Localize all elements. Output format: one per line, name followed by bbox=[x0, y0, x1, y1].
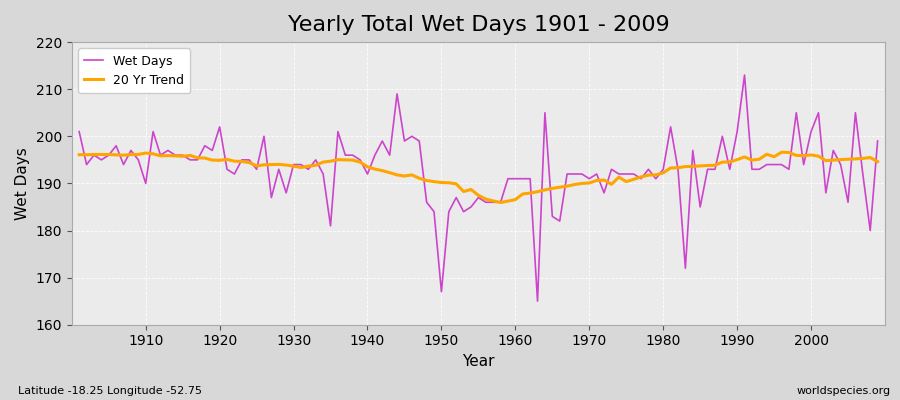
Wet Days bbox=[510, 176, 521, 181]
20 Yr Trend bbox=[340, 158, 351, 162]
20 Yr Trend bbox=[518, 192, 528, 196]
20 Yr Trend bbox=[606, 182, 616, 187]
20 Yr Trend bbox=[495, 200, 506, 205]
20 Yr Trend bbox=[872, 159, 883, 164]
20 Yr Trend bbox=[74, 152, 85, 157]
20 Yr Trend bbox=[510, 197, 521, 202]
Wet Days bbox=[872, 139, 883, 144]
Wet Days bbox=[739, 73, 750, 78]
Title: Yearly Total Wet Days 1901 - 2009: Yearly Total Wet Days 1901 - 2009 bbox=[287, 15, 670, 35]
20 Yr Trend bbox=[295, 165, 306, 170]
Wet Days bbox=[502, 176, 513, 181]
Text: Latitude -18.25 Longitude -52.75: Latitude -18.25 Longitude -52.75 bbox=[18, 386, 202, 396]
Wet Days bbox=[74, 129, 85, 134]
Wet Days bbox=[295, 162, 306, 167]
Wet Days bbox=[133, 158, 144, 162]
20 Yr Trend bbox=[133, 152, 144, 157]
Legend: Wet Days, 20 Yr Trend: Wet Days, 20 Yr Trend bbox=[78, 48, 190, 93]
Line: 20 Yr Trend: 20 Yr Trend bbox=[79, 152, 878, 202]
20 Yr Trend bbox=[776, 150, 787, 155]
Wet Days bbox=[606, 167, 616, 172]
X-axis label: Year: Year bbox=[462, 354, 495, 369]
Y-axis label: Wet Days: Wet Days bbox=[15, 147, 30, 220]
Wet Days bbox=[340, 153, 351, 158]
Line: Wet Days: Wet Days bbox=[79, 75, 878, 301]
Wet Days bbox=[532, 299, 543, 304]
Text: worldspecies.org: worldspecies.org bbox=[796, 386, 891, 396]
